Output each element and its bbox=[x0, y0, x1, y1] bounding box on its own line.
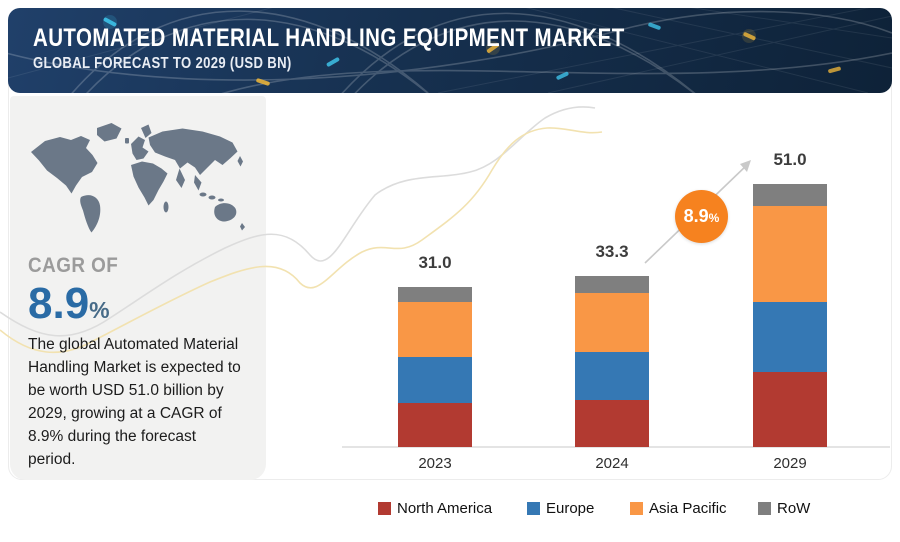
header-banner: AUTOMATED MATERIAL HANDLING EQUIPMENT MA… bbox=[8, 8, 892, 93]
legend-label: RoW bbox=[777, 500, 811, 517]
legend-swatch-icon bbox=[758, 502, 771, 515]
bar-segment-2029-north-america bbox=[753, 371, 827, 447]
world-map-icon bbox=[22, 112, 252, 236]
legend-item-europe: Europe bbox=[527, 500, 594, 517]
bar-segment-2024-asia-pacific bbox=[575, 293, 649, 353]
x-axis-tick-2024: 2024 bbox=[595, 455, 629, 472]
cagr-value: 8.9 bbox=[28, 279, 90, 328]
cagr-badge-value: 8.9% bbox=[683, 206, 720, 226]
banner-decor-network-lines-icon bbox=[8, 8, 892, 93]
bar-segment-2023-north-america bbox=[398, 403, 472, 447]
bar-segment-2024-north-america bbox=[575, 400, 649, 447]
legend-item-asia-pacific: Asia Pacific bbox=[630, 500, 727, 517]
bar-segment-2029-europe bbox=[753, 301, 827, 372]
bar-segment-2029-row bbox=[753, 184, 827, 207]
legend-label: North America bbox=[397, 500, 493, 517]
bar-segment-2029-asia-pacific bbox=[753, 206, 827, 302]
bar-segment-2023-asia-pacific bbox=[398, 302, 472, 358]
bar-total-label-2029: 51.0 bbox=[773, 150, 807, 170]
page-title: AUTOMATED MATERIAL HANDLING EQUIPMENT MA… bbox=[33, 24, 625, 52]
chart-legend: North America Europe Asia Pacific RoW bbox=[0, 500, 900, 524]
cagr-percent-sign: % bbox=[89, 297, 110, 323]
cagr-label: CAGR OF bbox=[28, 254, 119, 277]
cagr-block: CAGR OF 8.9% bbox=[28, 254, 128, 329]
x-axis-tick-2023: 2023 bbox=[418, 455, 452, 472]
page-subtitle: GLOBAL FORECAST TO 2029 (USD BN) bbox=[33, 54, 292, 72]
market-summary-text: The global Automated Material Handling M… bbox=[28, 336, 241, 468]
legend-label: Asia Pacific bbox=[649, 500, 727, 517]
bar-segment-2024-row bbox=[575, 275, 649, 293]
bar-total-label-2024: 33.3 bbox=[595, 241, 629, 261]
x-axis-line bbox=[342, 446, 890, 448]
cagr-badge: 8.9% bbox=[675, 190, 728, 243]
legend-swatch-icon bbox=[527, 502, 540, 515]
legend-swatch-icon bbox=[378, 502, 391, 515]
x-axis-tick-2029: 2029 bbox=[773, 455, 807, 472]
bar-segment-2024-europe bbox=[575, 352, 649, 401]
bar-total-label-2023: 31.0 bbox=[418, 253, 452, 273]
bar-segment-2023-row bbox=[398, 287, 472, 303]
legend-item-row: RoW bbox=[758, 500, 810, 517]
bar-segment-2023-europe bbox=[398, 357, 472, 404]
legend-label: Europe bbox=[546, 500, 595, 517]
legend-swatch-icon bbox=[630, 502, 643, 515]
legend-item-north-america: North America bbox=[378, 500, 492, 517]
